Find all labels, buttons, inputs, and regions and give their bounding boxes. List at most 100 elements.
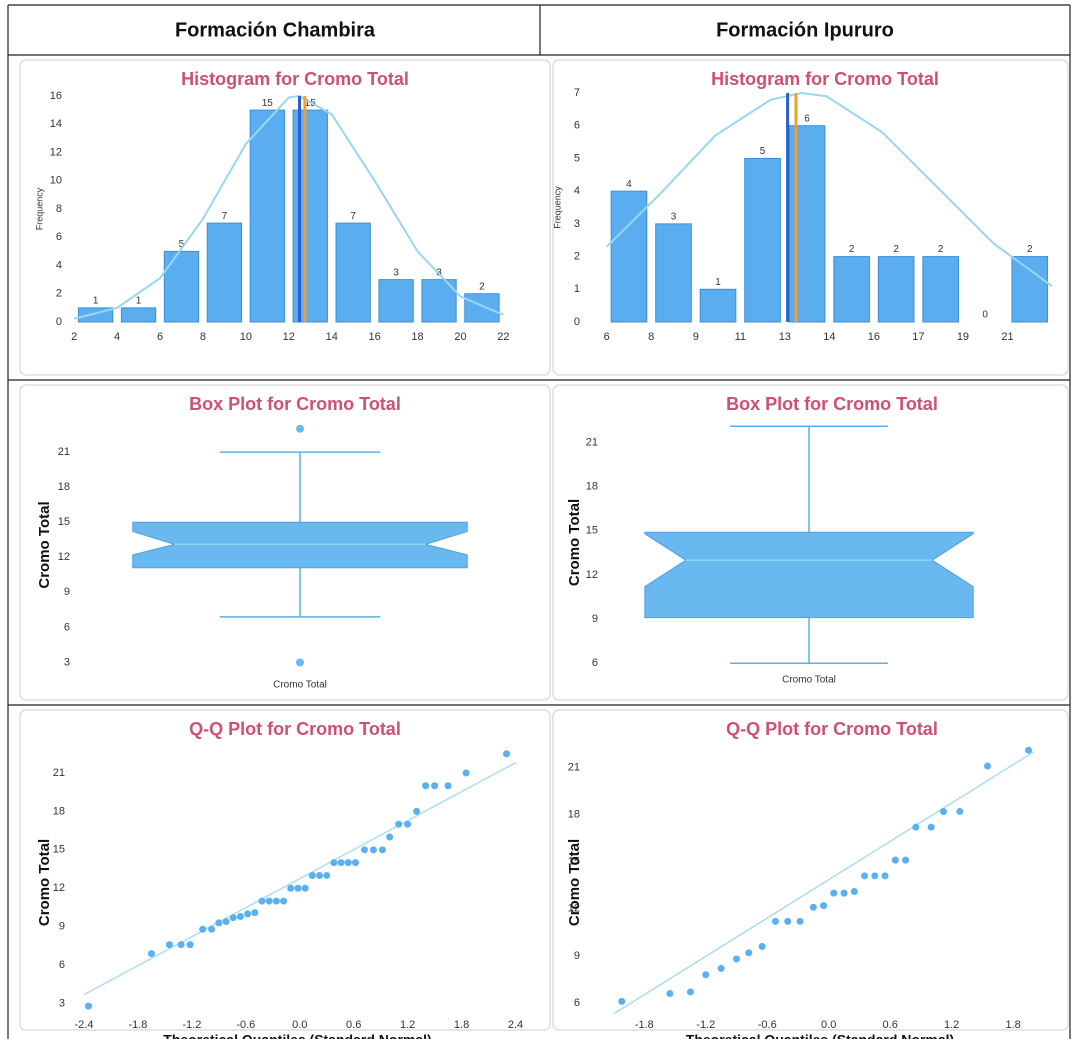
- y-tick-label: 4: [56, 259, 62, 271]
- y-tick-label: 6: [59, 959, 65, 971]
- data-label: 2: [849, 244, 855, 255]
- x-tick-label: 4: [114, 331, 120, 343]
- bar: [655, 223, 692, 323]
- normal-curve: [73, 94, 504, 320]
- x-tick-label: 6: [157, 331, 163, 343]
- panel: [552, 709, 1069, 1031]
- x-tick-label: 8: [200, 331, 206, 343]
- x-tick-label: 1.8: [1005, 1019, 1020, 1031]
- x-tick-label: 1.2: [944, 1019, 959, 1031]
- bar: [249, 109, 285, 323]
- qq-point: [351, 859, 359, 867]
- y-tick-label: 12: [50, 146, 62, 158]
- qq-point: [344, 859, 352, 867]
- qq-point: [386, 833, 394, 841]
- y-tick-label: 9: [592, 613, 598, 625]
- x-tick-label: 8: [648, 331, 654, 343]
- y-tick-label: 12: [58, 551, 70, 563]
- y-tick-label: 3: [64, 656, 70, 668]
- qq-point: [830, 889, 838, 897]
- x-tick-label: 2: [71, 331, 77, 343]
- y-tick-label: 1: [574, 283, 580, 295]
- x-tick-label: 0.6: [883, 1019, 898, 1031]
- x-tick-label: -1.2: [182, 1019, 201, 1031]
- x-tick-label: 6: [604, 331, 610, 343]
- y-tick-label: 9: [59, 921, 65, 933]
- y-tick-label: 18: [586, 480, 598, 492]
- y-tick-label: 0: [56, 316, 62, 328]
- panel: [19, 709, 551, 1031]
- bar: [744, 157, 781, 323]
- x-tick-label: -1.8: [635, 1019, 654, 1031]
- qq-point: [1024, 746, 1032, 754]
- x-tick-label: 9: [693, 331, 699, 343]
- qq-point: [199, 925, 207, 933]
- qq-point: [840, 889, 848, 897]
- qq-point: [444, 782, 452, 790]
- y-tick-label: 21: [58, 446, 70, 458]
- chart-title: Histogram for Cromo Total: [181, 69, 409, 89]
- data-label: 3: [671, 211, 677, 222]
- y-tick-label: 10: [50, 175, 62, 187]
- qq-point: [369, 846, 377, 854]
- data-label: 2: [938, 244, 944, 255]
- qq-point: [186, 941, 194, 949]
- data-label: 1: [93, 296, 99, 307]
- y-tick-label: 21: [586, 436, 598, 448]
- y-tick-label: 15: [586, 525, 598, 537]
- y-tick-label: 9: [64, 586, 70, 598]
- reference-line: [83, 762, 516, 996]
- data-label: 7: [350, 211, 356, 222]
- qq-point: [956, 807, 964, 815]
- y-tick-label: 18: [58, 481, 70, 493]
- qq-point: [733, 955, 741, 963]
- qq-point: [165, 941, 173, 949]
- y-tick-label: 18: [568, 809, 580, 821]
- y-tick-label: 12: [53, 882, 65, 894]
- chart-title: Box Plot for Cromo Total: [189, 394, 401, 414]
- y-tick-label: 6: [574, 120, 580, 132]
- bar: [1011, 256, 1049, 323]
- qq-point: [251, 909, 259, 917]
- x-tick-label: 16: [868, 331, 880, 343]
- x-tick-label: 14: [823, 331, 835, 343]
- qq-point: [301, 884, 309, 892]
- y-tick-label: 21: [568, 761, 580, 773]
- y-tick-label: 15: [58, 516, 70, 528]
- reference-line: [613, 751, 1035, 1015]
- qq-point: [265, 897, 273, 905]
- qq-point: [316, 871, 324, 879]
- x-tick-label: 0.6: [346, 1019, 361, 1031]
- y-axis-label: Frequency: [34, 187, 44, 230]
- bar: [206, 222, 243, 323]
- x-tick-label: 13: [779, 331, 791, 343]
- y-tick-label: 9: [574, 950, 580, 962]
- qq-point: [745, 949, 753, 957]
- qq-point: [927, 823, 935, 831]
- qq-point: [208, 925, 216, 933]
- bar: [163, 250, 200, 323]
- data-label: 7: [222, 211, 228, 222]
- qq-point: [323, 871, 331, 879]
- x-tick-label: 0.0: [821, 1019, 836, 1031]
- qq-point: [984, 762, 992, 770]
- bar: [833, 256, 870, 323]
- qq-point: [395, 820, 403, 828]
- data-label: 0: [982, 310, 988, 321]
- y-tick-label: 6: [56, 231, 62, 243]
- bar: [922, 256, 959, 323]
- y-tick-label: 6: [574, 997, 580, 1009]
- qq-point: [147, 950, 155, 958]
- y-tick-label: 4: [574, 185, 580, 197]
- y-tick-label: 0: [574, 316, 580, 328]
- bar: [335, 222, 371, 323]
- x-tick-label: 22: [497, 331, 509, 343]
- y-axis-label: Cromo Total: [36, 501, 53, 588]
- x-tick-label: 16: [369, 331, 381, 343]
- column-header: Formación Ipururo: [716, 19, 894, 41]
- y-tick-label: 12: [586, 569, 598, 581]
- bar: [877, 256, 915, 323]
- qq-point: [294, 884, 302, 892]
- qq-point: [462, 769, 470, 777]
- bar: [120, 307, 157, 323]
